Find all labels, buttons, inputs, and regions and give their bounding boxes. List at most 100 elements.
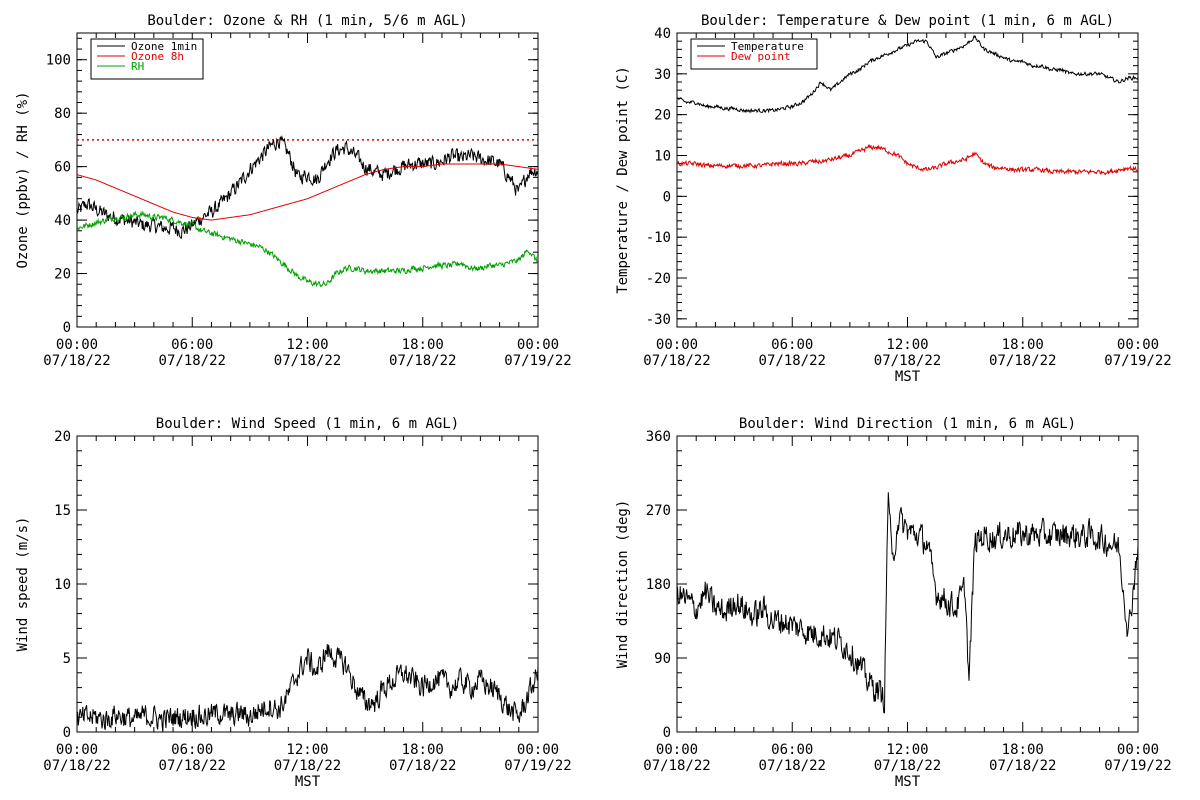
series-line-0: [77, 644, 538, 732]
x-tick-label: 07/19/22: [1104, 353, 1171, 369]
x-tick-label: 07/18/22: [274, 758, 341, 774]
legend-label: Ozone 8h: [131, 50, 184, 63]
x-tick-label: 00:00: [517, 337, 559, 353]
y-tick-label: -10: [646, 230, 671, 246]
x-tick-label: 07/18/22: [389, 758, 456, 774]
y-tick-label: -30: [646, 312, 671, 328]
y-tick-label: 0: [663, 189, 671, 205]
y-tick-label: 0: [663, 725, 671, 741]
x-tick-label: 07/19/22: [504, 353, 571, 369]
x-axis-label: MST: [895, 369, 921, 385]
y-axis-label: Temperature / Dew point (C): [615, 66, 631, 294]
x-tick-label: 06:00: [771, 742, 813, 758]
x-tick-label: 07/18/22: [274, 353, 341, 369]
x-tick-label: 07/18/22: [159, 353, 226, 369]
plot-frame: [676, 32, 1139, 328]
legend-label: Temperature: [731, 40, 804, 53]
x-tick-label: 07/18/22: [874, 353, 941, 369]
x-axis-label: MST: [895, 774, 921, 790]
series-line-2: [77, 210, 538, 288]
series-line-0: [677, 492, 1138, 714]
chart-wdir: Boulder: Wind Direction (1 min, 6 m AGL)…: [615, 416, 1172, 790]
series-line-0: [77, 134, 538, 239]
plot-area: [77, 134, 538, 288]
x-tick-label: 07/18/22: [43, 353, 110, 369]
x-tick-label: 07/18/22: [759, 353, 826, 369]
x-tick-label: 00:00: [656, 742, 698, 758]
x-tick-label: 07/18/22: [643, 758, 710, 774]
chart-title: Boulder: Ozone & RH (1 min, 5/6 m AGL): [147, 13, 467, 29]
y-tick-label: 0: [63, 725, 71, 741]
x-tick-label: 12:00: [286, 742, 328, 758]
plot-area: [677, 492, 1138, 714]
x-tick-label: 06:00: [171, 337, 213, 353]
x-tick-label: 12:00: [286, 337, 328, 353]
y-tick-label: 20: [54, 429, 71, 445]
y-tick-label: 0: [63, 320, 71, 336]
x-tick-label: 12:00: [886, 337, 928, 353]
x-tick-label: 12:00: [886, 742, 928, 758]
plot-frame: [676, 435, 1139, 733]
x-tick-label: 06:00: [771, 337, 813, 353]
y-tick-label: 30: [654, 67, 671, 83]
x-tick-label: 06:00: [171, 742, 213, 758]
y-axis-label: Wind speed (m/s): [15, 517, 31, 652]
y-tick-label: 40: [654, 26, 671, 42]
y-tick-label: 10: [654, 149, 671, 165]
y-tick-label: 60: [54, 160, 71, 176]
legend-box: [690, 38, 818, 70]
plot-frame: [76, 435, 539, 733]
chart-ozone: Boulder: Ozone & RH (1 min, 5/6 m AGL) 0 2…: [15, 13, 572, 369]
x-tick-label: 07/18/22: [989, 353, 1056, 369]
x-tick-label: 18:00: [1002, 337, 1044, 353]
x-tick-label: 00:00: [56, 742, 98, 758]
chart-title: Boulder: Wind Direction (1 min, 6 m AGL): [739, 416, 1076, 432]
x-tick-label: 07/19/22: [1104, 758, 1171, 774]
plot-area: [77, 644, 538, 732]
y-tick-label: 40: [54, 213, 71, 229]
y-axis-label: Wind direction (deg): [615, 500, 631, 669]
x-tick-label: 07/18/22: [989, 758, 1056, 774]
x-tick-label: 18:00: [402, 742, 444, 758]
y-tick-label: -20: [646, 271, 671, 287]
x-axis-label: MST: [295, 774, 321, 790]
chart-title: Boulder: Temperature & Dew point (1 min,…: [701, 13, 1114, 29]
x-tick-label: 07/18/22: [159, 758, 226, 774]
y-tick-label: 100: [46, 53, 71, 69]
x-tick-label: 07/19/22: [504, 758, 571, 774]
x-tick-label: 18:00: [1002, 742, 1044, 758]
y-tick-label: 15: [54, 503, 71, 519]
x-tick-label: 07/18/22: [643, 353, 710, 369]
chart-title: Boulder: Wind Speed (1 min, 6 m AGL): [156, 416, 459, 432]
legend-label: RH: [131, 60, 144, 73]
y-tick-label: 20: [654, 108, 671, 124]
chart-temp: Boulder: Temperature & Dew point (1 min,…: [615, 13, 1172, 385]
x-tick-label: 18:00: [402, 337, 444, 353]
x-tick-label: 07/18/22: [389, 353, 456, 369]
series-line-1: [77, 163, 538, 221]
legend-label: Dew point: [731, 50, 791, 63]
x-tick-label: 07/18/22: [759, 758, 826, 774]
x-tick-label: 00:00: [1117, 337, 1159, 353]
legend-label: Ozone 1min: [131, 40, 197, 53]
x-tick-label: 00:00: [517, 742, 559, 758]
series-line-0: [677, 34, 1138, 114]
y-tick-label: 90: [654, 651, 671, 667]
y-tick-label: 180: [646, 577, 671, 593]
x-tick-label: 00:00: [56, 337, 98, 353]
y-axis-label: Ozone (ppbv) / RH (%): [15, 91, 31, 268]
x-tick-label: 00:00: [1117, 742, 1159, 758]
y-tick-label: 360: [646, 429, 671, 445]
y-tick-label: 20: [54, 267, 71, 283]
x-tick-label: 07/18/22: [43, 758, 110, 774]
chart-wspd: Boulder: Wind Speed (1 min, 6 m AGL) 0 5 10…: [15, 416, 572, 790]
plot-area: [677, 34, 1138, 176]
x-tick-label: 00:00: [656, 337, 698, 353]
x-tick-label: 07/18/22: [874, 758, 941, 774]
y-tick-label: 270: [646, 503, 671, 519]
y-tick-label: 10: [54, 577, 71, 593]
y-tick-label: 5: [63, 651, 71, 667]
series-line-1: [677, 144, 1138, 176]
y-tick-label: 80: [54, 106, 71, 122]
